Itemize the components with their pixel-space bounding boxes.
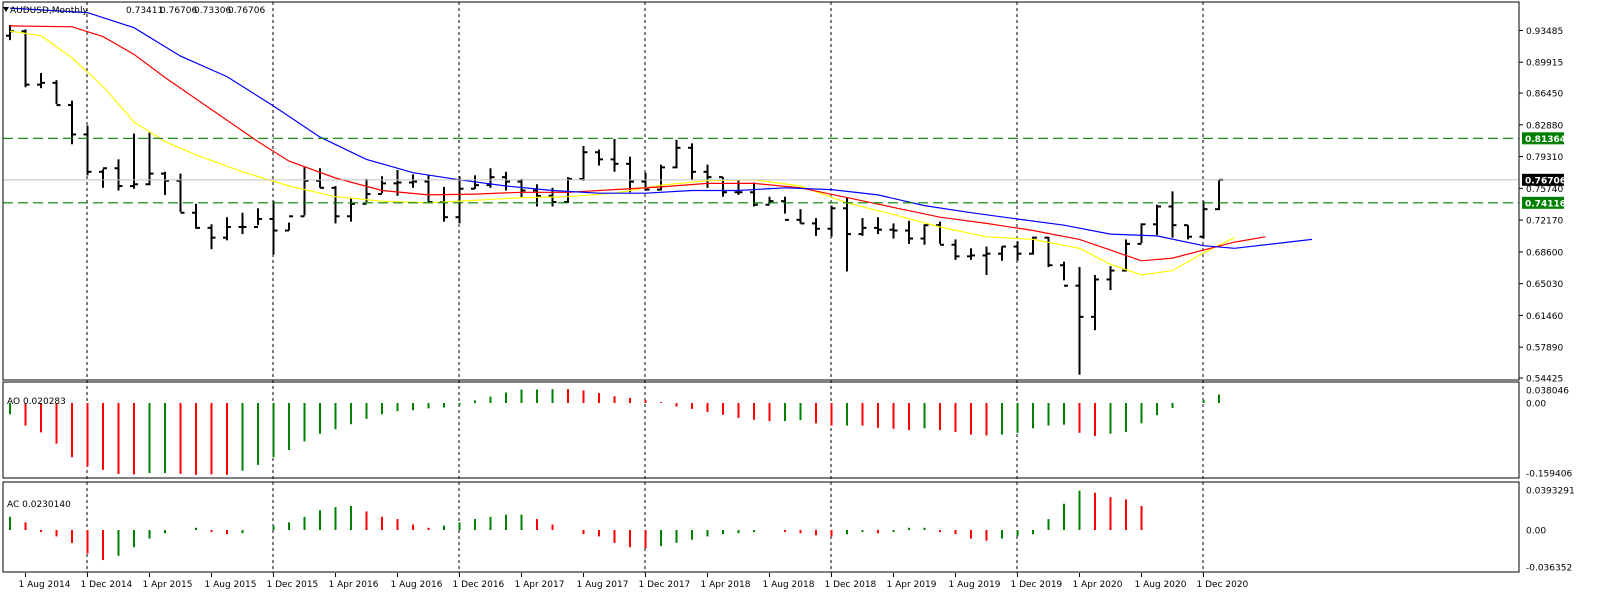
y-tick-label: 0.54425 — [1526, 375, 1563, 385]
x-tick-label: 1 Apr 2016 — [329, 580, 379, 590]
level-tag: 0.81364 — [1525, 135, 1566, 145]
y-tick-label: 0.75740 — [1526, 185, 1563, 195]
level-tag-bg — [1522, 196, 1564, 209]
x-tick-label: 1 Apr 2019 — [887, 580, 937, 590]
x-tick-label: 1 Aug 2014 — [19, 580, 71, 590]
x-tick-label: 1 Dec 2019 — [1011, 580, 1063, 590]
x-tick-label: 1 Dec 2014 — [81, 580, 133, 590]
ma-red-line — [9, 25, 1266, 262]
x-tick-label: 1 Aug 2018 — [763, 580, 815, 590]
x-tick-label: 1 Aug 2015 — [205, 580, 257, 590]
panel-frame — [2, 481, 1520, 573]
y-tick-label: 0.82880 — [1526, 121, 1563, 131]
ac-tick-label: -0.036352 — [1526, 564, 1572, 574]
current-price-tag: 0.76706 — [1525, 176, 1566, 186]
price-bars — [6, 25, 1223, 375]
panel-frame — [2, 1, 1520, 381]
x-tick-label: 1 Apr 2017 — [515, 580, 565, 590]
x-tick-label: 1 Apr 2020 — [1073, 580, 1123, 590]
ao-tick-label: -0.159406 — [1526, 470, 1572, 480]
panel-frames — [2, 1, 1520, 573]
ao-tick-label: 0.00 — [1526, 400, 1546, 410]
ohlc-high: 0.76706 — [160, 6, 197, 16]
ac-histogram — [9, 490, 1143, 561]
moving-averages — [9, 7, 1313, 276]
ac-tick-label: 0.00 — [1526, 527, 1546, 537]
x-tick-label: 1 Aug 2016 — [391, 580, 443, 590]
y-tick-label: 0.79310 — [1526, 153, 1563, 163]
x-tick-label: 1 Dec 2020 — [1197, 580, 1249, 590]
symbol-title: AUDUSD,Monthly — [10, 6, 88, 16]
x-tick-label: 1 Apr 2015 — [143, 580, 193, 590]
x-tick-label: 1 Dec 2018 — [825, 580, 877, 590]
y-tick-label: 0.89915 — [1526, 59, 1563, 69]
ohlc-low: 0.73306 — [194, 6, 231, 16]
level-tag: 0.74116 — [1525, 199, 1566, 209]
y-tick-label: 0.57890 — [1526, 344, 1563, 354]
y-tick-label: 0.68600 — [1526, 248, 1563, 258]
current-price-tag-bg — [1522, 173, 1564, 186]
ohlc-close: 0.76706 — [228, 6, 265, 16]
x-tick-label: 1 Aug 2019 — [949, 580, 1001, 590]
ac-tick-label: 0.0393291 — [1526, 487, 1575, 497]
ao-histogram — [9, 389, 1220, 475]
y-tick-label: 0.65030 — [1526, 280, 1563, 290]
y-tick-label: 0.72170 — [1526, 217, 1563, 227]
ma-blue-line — [9, 7, 1313, 249]
y-tick-label: 0.61460 — [1526, 312, 1563, 322]
ao-label: AO 0.020283 — [7, 397, 66, 407]
axis-labels: 0.93485 0.89915 0.86450 0.82880 0.79310 0.757… — [19, 27, 1575, 590]
level-tag-bg — [1522, 132, 1564, 145]
ohlc-open: 0.73411 — [126, 6, 163, 16]
collapse-triangle-icon[interactable] — [3, 7, 9, 12]
panel-frame — [2, 381, 1520, 479]
horizontal-levels: 0.81364 0.74116 0.76706 — [3, 132, 1566, 209]
ac-label: AC 0.0230140 — [7, 500, 71, 510]
x-tick-label: 1 Aug 2020 — [1135, 580, 1187, 590]
x-tick-label: 1 Dec 2017 — [639, 580, 691, 590]
x-tick-label: 1 Dec 2016 — [453, 580, 505, 590]
ao-tick-label: 0.038046 — [1526, 387, 1569, 397]
x-tick-label: 1 Aug 2017 — [577, 580, 629, 590]
y-tick-label: 0.86450 — [1526, 90, 1563, 100]
x-tick-label: 1 Dec 2015 — [267, 580, 319, 590]
y-tick-label: 0.93485 — [1526, 27, 1563, 37]
x-tick-label: 1 Apr 2018 — [701, 580, 751, 590]
